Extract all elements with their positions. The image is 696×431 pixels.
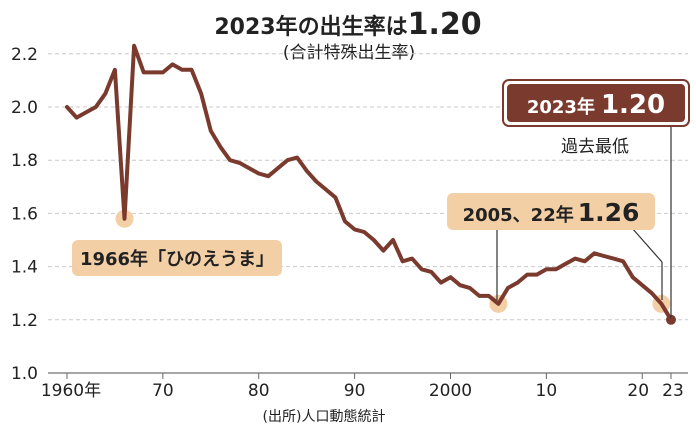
low2005-value: 1.26	[578, 198, 640, 227]
x-tick-label: 10	[536, 381, 558, 401]
y-tick-label: 1.4	[11, 258, 38, 278]
low2005-label-box	[447, 193, 655, 230]
latest-point	[666, 314, 676, 325]
chart-title: 2023年の出生率は1.20	[214, 7, 481, 42]
y-tick-label: 1.2	[11, 311, 38, 331]
chart-title-prefix: 2023年の出生率は	[214, 14, 407, 40]
x-tick-labels: 1960年 70 80 90 2000 10 20 23	[41, 373, 684, 401]
hinoeuma-label: 1966年「ひのえうま」	[80, 248, 274, 270]
y-tick-label: 1.6	[11, 204, 38, 224]
y-tick-label: 2.2	[11, 45, 38, 65]
latest-label: 2023年 1.20	[527, 90, 665, 120]
x-tick-label: 2000	[429, 381, 472, 401]
latest-year: 2023年	[527, 96, 595, 118]
x-tick-label: 20	[627, 381, 649, 401]
low2005-years: 2005、22年	[463, 204, 574, 226]
source-note: (出所)人口動態統計	[263, 409, 386, 425]
chart-subtitle: (合計特殊出生率)	[283, 43, 415, 63]
y-tick-label: 1.8	[11, 151, 38, 171]
y-tick-label: 1.0	[11, 364, 38, 384]
y-tick-label: 2.0	[11, 98, 38, 118]
x-tick-label: 1960年	[41, 381, 101, 401]
x-tick-label: 80	[248, 381, 270, 401]
hinoeuma-label-box	[72, 240, 282, 276]
x-tick-label: 23	[662, 381, 684, 401]
series-layer	[65, 43, 676, 325]
series-line	[65, 43, 673, 322]
chart-title-value: 1.20	[408, 7, 482, 42]
low2005-label: 2005、22年 1.26	[463, 198, 640, 227]
callout-line-2022	[631, 227, 663, 263]
latest-note: 過去最低	[561, 137, 629, 157]
x-tick-label: 70	[152, 381, 174, 401]
latest-label-inner	[507, 84, 685, 122]
x-tick-label: 90	[344, 381, 366, 401]
y-tick-labels: 1.0 1.2 1.4 1.6 1.8 2.0 2.2	[11, 45, 38, 384]
latest-value: 1.20	[601, 90, 665, 120]
